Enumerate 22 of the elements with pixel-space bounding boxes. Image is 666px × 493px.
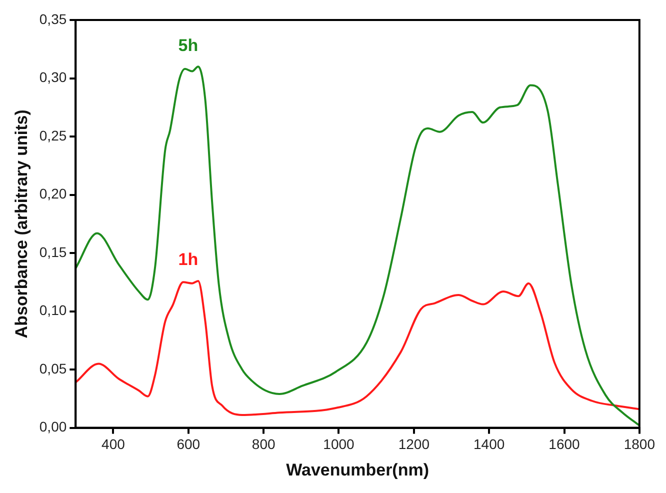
x-axis-title: Wavenumber(nm)	[286, 460, 430, 480]
x-tick-label: 600	[176, 436, 200, 452]
y-tick-label: 0,20	[39, 186, 67, 202]
x-tick-label: 1000	[323, 436, 355, 452]
y-tick-label: 0,30	[39, 69, 67, 86]
x-tick-label: 1800	[624, 436, 656, 452]
y-tick-label: 0,25	[39, 127, 67, 144]
y-tick-label: 0,10	[39, 302, 67, 318]
x-tick-label: 1600	[548, 436, 580, 452]
series-label: 1h	[178, 250, 198, 270]
y-tick-label: 0,15	[39, 244, 67, 260]
line-series	[76, 280, 640, 416]
y-tick-label: 0,05	[39, 360, 67, 376]
x-tick-label: 1400	[474, 436, 505, 452]
y-tick-label: 0,00	[39, 418, 67, 435]
x-tick-label: 400	[102, 436, 126, 452]
y-tick-label: 0,35	[39, 10, 67, 27]
y-axis-title: Absorbance (arbitrary units)	[12, 110, 31, 338]
x-tick-label: 1200	[398, 436, 430, 452]
line-series	[76, 66, 640, 426]
series-label: 5h	[178, 36, 198, 55]
x-tick-label: 800	[252, 436, 276, 452]
